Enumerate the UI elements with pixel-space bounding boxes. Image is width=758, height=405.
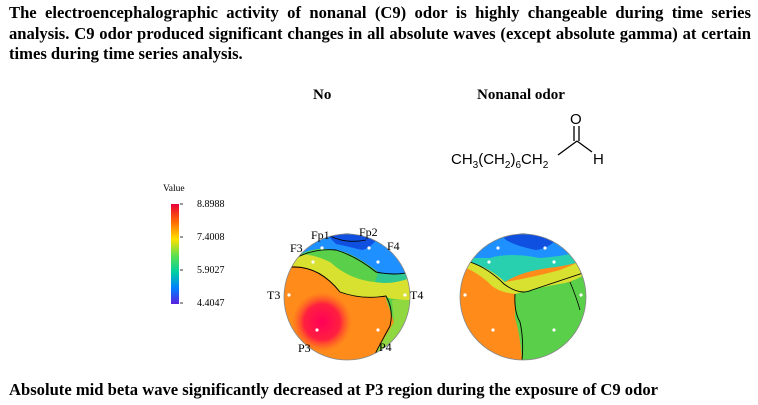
electrode-label-f4: F4 xyxy=(387,239,400,253)
intro-paragraph: The electroencephalographic activity of … xyxy=(9,3,751,63)
topomap-no-odor: Fp1 Fp2 F3 F4 T3 T4 P3 P4 xyxy=(267,225,423,361)
electrode-label-t3: T3 xyxy=(267,288,280,302)
colorbar-title: Value xyxy=(163,184,185,194)
colorbar-bar xyxy=(171,204,179,304)
electrode-label-fp1: Fp1 xyxy=(311,228,330,242)
head-outline xyxy=(283,233,411,361)
colorbar: Value 8.8988 7.4008 5.9027 4.4047 xyxy=(163,184,225,309)
colorbar-tick-label: 5.9027 xyxy=(197,265,225,276)
molecule-formula: CH3(CH2)6CH2 xyxy=(451,151,549,171)
electrode-dot xyxy=(287,293,291,297)
head-outline xyxy=(459,233,587,361)
electrode-dot xyxy=(311,260,315,264)
electrode-label-p4: P4 xyxy=(379,340,392,354)
electrode-dot xyxy=(463,293,467,297)
electrode-dot xyxy=(487,260,491,264)
electrode-dot xyxy=(367,246,371,250)
colorbar-tick-label: 4.4047 xyxy=(197,298,225,309)
bond-c-h xyxy=(576,140,593,153)
panel-label-no: No xyxy=(313,87,332,103)
electrode-dot xyxy=(403,293,407,297)
figure-caption: Absolute mid beta wave significantly dec… xyxy=(9,380,658,399)
electrode-dot xyxy=(496,246,500,250)
electrode-dot xyxy=(376,260,380,264)
electrode-dot xyxy=(552,328,556,332)
electrode-dot xyxy=(543,246,547,250)
oxygen-atom: O xyxy=(570,111,582,128)
electrode-dot xyxy=(579,293,583,297)
electrode-dot xyxy=(320,246,324,250)
electrode-label-t4: T4 xyxy=(410,288,423,302)
electrode-dot xyxy=(552,260,556,264)
electrode-label-fp2: Fp2 xyxy=(359,225,378,239)
colorbar-tick-label: 8.8988 xyxy=(197,199,225,210)
hydrogen-atom: H xyxy=(593,151,604,168)
electrode-dot xyxy=(376,328,380,332)
panel-label-nonanal: Nonanal odor xyxy=(477,87,565,103)
electrode-label-p3: P3 xyxy=(298,341,311,355)
colorbar-tick-label: 7.4008 xyxy=(197,232,225,243)
nonanal-structure: O H CH3(CH2)6CH2 xyxy=(451,111,604,171)
electrode-dot xyxy=(315,328,319,332)
electrode-dot xyxy=(491,328,495,332)
electrode-label-f3: F3 xyxy=(290,241,303,255)
bond-c-c xyxy=(557,140,578,156)
topomap-nonanal-odor xyxy=(459,233,587,361)
